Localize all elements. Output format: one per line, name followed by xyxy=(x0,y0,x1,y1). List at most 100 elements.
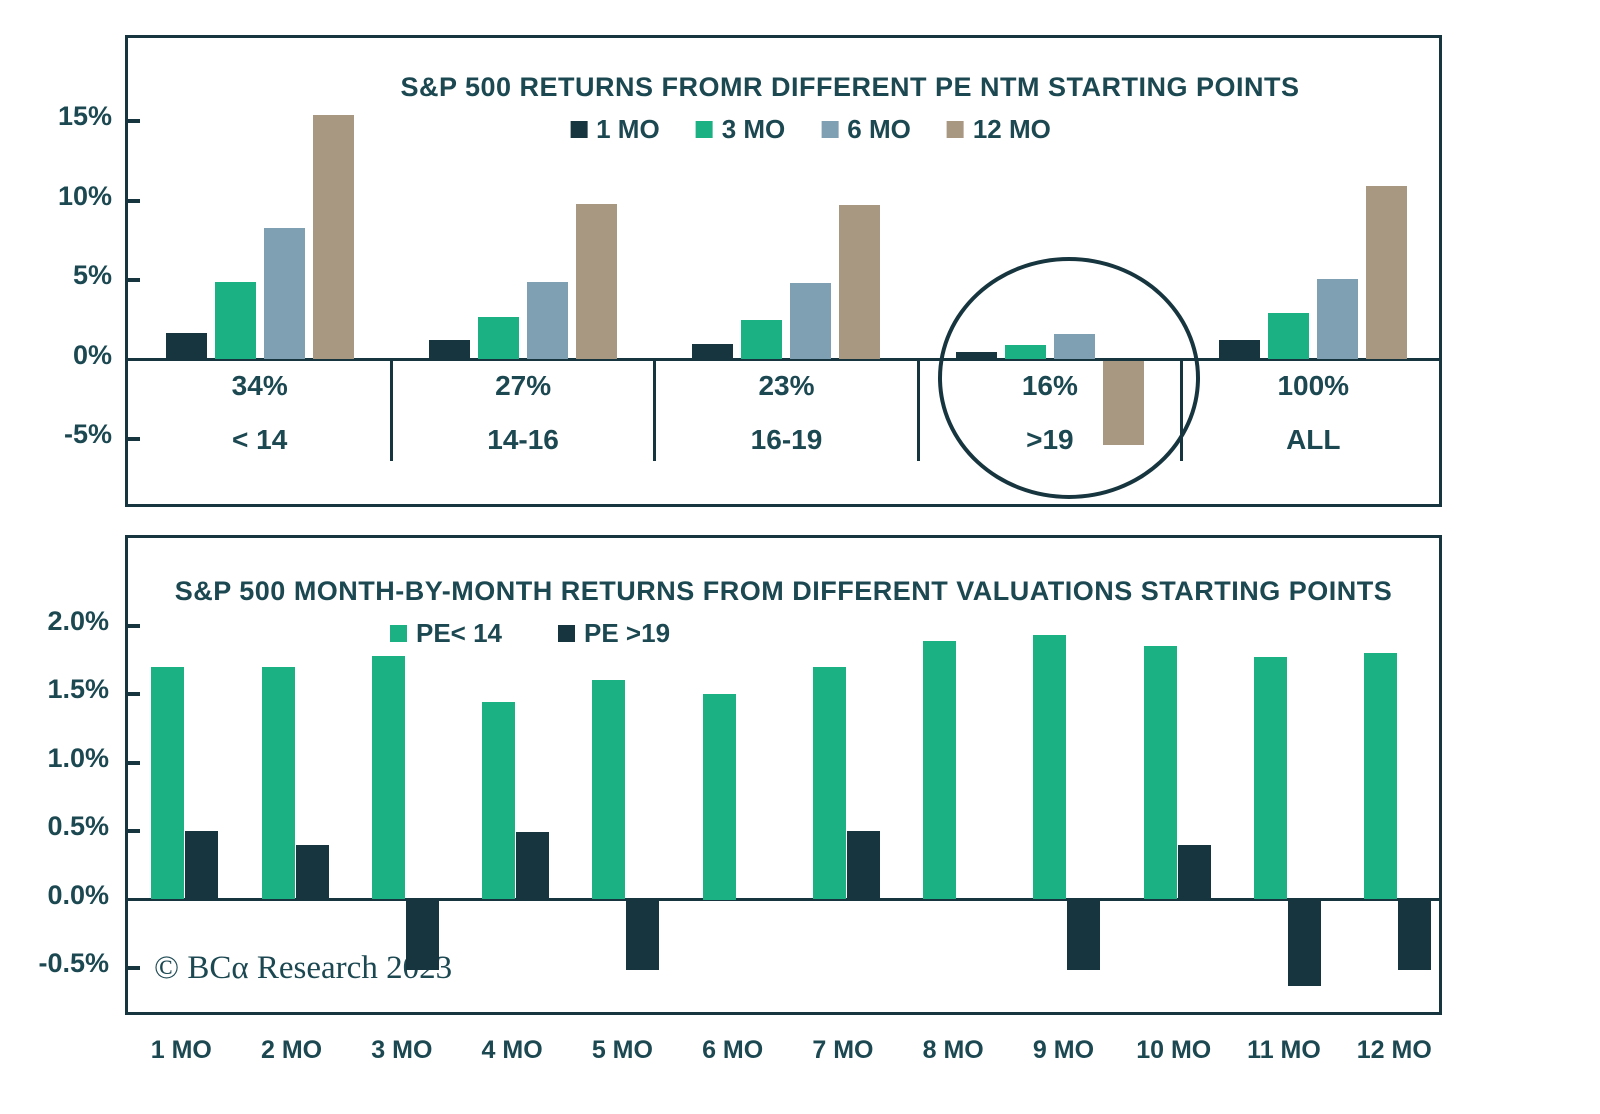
group-bucket-label: < 14 xyxy=(232,424,288,455)
top-bar-ALL-12MO xyxy=(1366,186,1408,360)
top-chart-legend: 1 MO 3 MO 6 MO 12 MO xyxy=(570,114,1051,145)
bottom-bar-4MO-PE>19 xyxy=(516,832,550,900)
top-chart-zero-axis xyxy=(128,358,1439,361)
top-bar-<14-12MO xyxy=(312,114,354,360)
legend-swatch-icon xyxy=(558,625,576,642)
bottom-bar-7MO-PE>19 xyxy=(846,831,880,900)
x-axis-label: 11 MO xyxy=(1247,1036,1321,1064)
top-y-tick-mark xyxy=(128,119,140,124)
legend-swatch-icon xyxy=(695,121,713,138)
x-axis-label: 3 MO xyxy=(371,1036,433,1064)
top-bar-14-16-3MO xyxy=(477,316,519,360)
x-axis-label: 1 MO xyxy=(150,1036,212,1064)
legend-label: PE >19 xyxy=(584,618,671,648)
group-separator xyxy=(1180,358,1184,461)
legend-label: 1 MO xyxy=(596,114,660,144)
group-share-label: 100% xyxy=(1277,370,1350,401)
bottom-y-tick-label: 2.0% xyxy=(47,605,109,636)
legend-item: PE >19 xyxy=(558,618,670,649)
bottom-y-tick-mark xyxy=(128,966,140,970)
x-axis-label: 9 MO xyxy=(1032,1036,1095,1064)
top-y-tick-label: 0% xyxy=(72,339,112,370)
top-y-tick-mark xyxy=(128,198,140,203)
top-bar-14-16-1MO xyxy=(428,340,470,360)
bottom-bar-9MO-PE<14 xyxy=(1033,635,1067,900)
group-share-label: 34% xyxy=(231,370,288,401)
bottom-bar-9MO-PE>19 xyxy=(1067,901,1101,970)
bottom-y-tick-label: 1.5% xyxy=(47,674,109,704)
bottom-bar-10MO-PE>19 xyxy=(1177,844,1211,900)
top-bar-16-19-3MO xyxy=(741,319,783,360)
bottom-bar-5MO-PE>19 xyxy=(626,901,660,970)
x-axis-label: 10 MO xyxy=(1136,1036,1212,1064)
bottom-chart-zero-axis xyxy=(128,898,1439,901)
bottom-y-tick-mark xyxy=(128,760,140,765)
legend-label: 6 MO xyxy=(847,114,911,144)
bottom-bar-3MO-PE>19 xyxy=(405,901,439,970)
group-separator xyxy=(916,358,920,461)
bottom-bar-10MO-PE<14 xyxy=(1143,646,1177,900)
bottom-bar-1MO-PE<14 xyxy=(151,666,185,900)
top-bar-ALL-3MO xyxy=(1268,313,1310,360)
legend-swatch-icon xyxy=(570,121,588,138)
top-y-tick-label: 5% xyxy=(72,260,112,291)
bottom-bar-5MO-PE<14 xyxy=(592,680,626,900)
x-axis-label: 2 MO xyxy=(261,1036,323,1064)
group-separator xyxy=(389,358,393,461)
bottom-bar-11MO-PE>19 xyxy=(1288,901,1321,986)
bottom-y-tick-mark xyxy=(128,623,140,628)
top-chart-box: S&P 500 RETURNS FROMR DIFFERENT PE NTM S… xyxy=(125,35,1442,507)
bottom-bar-6MO-PE<14 xyxy=(702,694,736,900)
group-share-label: 23% xyxy=(758,370,815,401)
top-bar-<14-1MO xyxy=(165,332,207,360)
bottom-chart-title: S&P 500 MONTH-BY-MONTH RETURNS FROM DIFF… xyxy=(174,576,1393,606)
bottom-bar-2MO-PE>19 xyxy=(295,844,329,900)
legend-label: 12 MO xyxy=(972,114,1051,144)
bottom-bar-12MO-PE<14 xyxy=(1364,652,1398,900)
top-bar-16-19-1MO xyxy=(692,343,734,360)
legend-label: 3 MO xyxy=(721,114,786,144)
bottom-y-tick-mark xyxy=(128,692,140,696)
top-y-tick-label: 15% xyxy=(57,101,112,132)
x-axis-label: 5 MO xyxy=(591,1036,653,1064)
bottom-bar-7MO-PE<14 xyxy=(812,666,846,900)
bottom-bar-4MO-PE<14 xyxy=(482,702,516,900)
group-share-label: 27% xyxy=(495,370,552,401)
top-bar-14-16-12MO xyxy=(575,203,617,360)
top-y-tick-label: 10% xyxy=(57,180,112,211)
top-bar-16-19-12MO xyxy=(839,205,881,360)
bottom-bar-2MO-PE<14 xyxy=(261,666,295,900)
top-bar-<14-6MO xyxy=(263,227,305,360)
bottom-y-tick-label: 1.0% xyxy=(47,742,109,773)
group-bucket-label: ALL xyxy=(1286,424,1341,455)
legend-item: 3 MO xyxy=(695,114,786,145)
legend-swatch-icon xyxy=(821,121,839,138)
bottom-bar-12MO-PE>19 xyxy=(1398,901,1432,970)
top-bar-<14-3MO xyxy=(214,281,256,360)
top-y-tick-mark xyxy=(128,436,140,441)
bottom-y-tick-label: 0.0% xyxy=(47,879,109,910)
bottom-chart-box: S&P 500 MONTH-BY-MONTH RETURNS FROM DIFF… xyxy=(125,535,1442,1015)
copyright-text: © BCα Research 2023 xyxy=(154,950,453,986)
legend-item: 6 MO xyxy=(821,114,911,145)
group-bucket-label: 16-19 xyxy=(750,424,823,455)
bottom-y-tick-mark xyxy=(128,829,140,833)
legend-label: PE< 14 xyxy=(416,618,503,648)
bottom-bar-8MO-PE<14 xyxy=(923,640,957,900)
highlight-circle xyxy=(937,257,1200,499)
group-bucket-label: 14-16 xyxy=(487,424,559,455)
bottom-bar-3MO-PE<14 xyxy=(371,655,405,900)
legend-swatch-icon xyxy=(946,121,964,138)
legend-item: 12 MO xyxy=(946,114,1051,145)
top-y-tick-mark xyxy=(128,278,140,283)
top-bar-ALL-1MO xyxy=(1219,340,1261,360)
legend-item: 1 MO xyxy=(570,114,660,145)
x-axis-label: 8 MO xyxy=(922,1036,984,1064)
bottom-chart-legend: PE< 14 PE >19 xyxy=(390,618,670,649)
x-axis-label: 4 MO xyxy=(481,1036,543,1064)
x-axis-label: 6 MO xyxy=(702,1036,764,1064)
legend-item: PE< 14 xyxy=(390,618,502,649)
top-chart-title: S&P 500 RETURNS FROMR DIFFERENT PE NTM S… xyxy=(400,72,1300,102)
bottom-bar-1MO-PE>19 xyxy=(185,831,219,900)
top-bar-14-16-6MO xyxy=(526,281,568,360)
